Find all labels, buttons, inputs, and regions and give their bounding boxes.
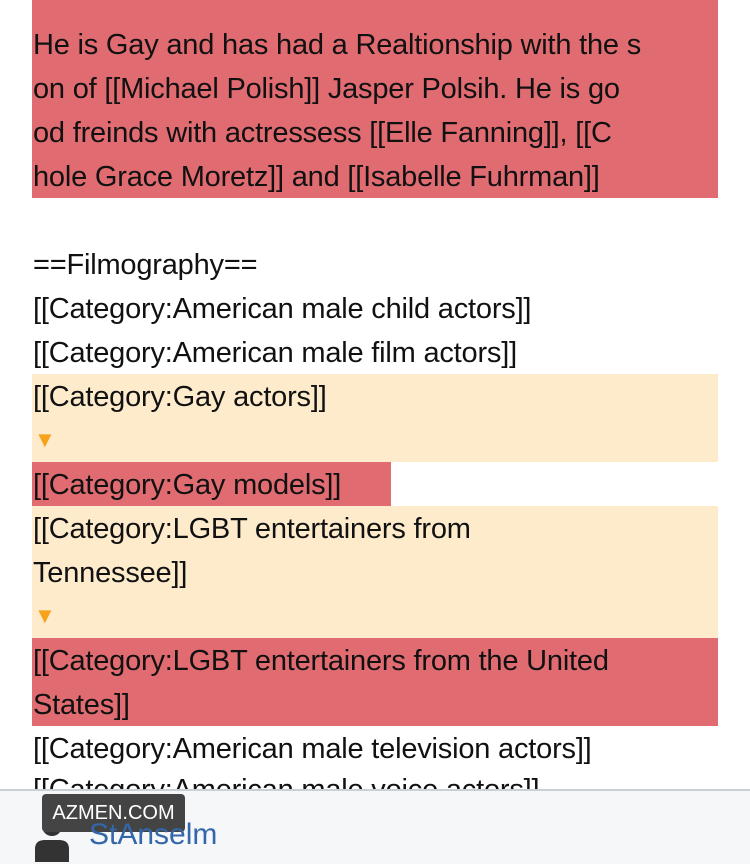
paragraph-line: hole Grace Moretz]] and [[Isabelle Fuhrm…: [33, 161, 600, 193]
category-line: Tennessee]]: [33, 557, 188, 589]
category-line: [[Category:American male film actors]]: [33, 337, 517, 369]
category-line: [[Category:American male television acto…: [33, 733, 592, 765]
filmography-heading: ==Filmography==: [33, 249, 258, 281]
paragraph-line: He is Gay and has had a Realtionship wit…: [33, 29, 642, 61]
category-line: [[Category:Gay actors]]: [33, 381, 327, 413]
removed-paragraph-block: [32, 0, 718, 198]
paragraph-line: on of [[Michael Polish]] Jasper Polsih. …: [33, 73, 620, 105]
category-line: [[Category:Gay models]]: [33, 469, 342, 501]
move-arrow-icon[interactable]: ▼: [34, 603, 56, 628]
removed-block-lgbt-us: [32, 638, 718, 726]
category-line: States]]: [33, 689, 130, 721]
category-line: [[Category:LGBT entertainers from: [33, 513, 471, 545]
category-line: [[Category:LGBT entertainers from the Un…: [33, 645, 609, 677]
changed-block-lgbt-tennessee: [32, 506, 718, 638]
removed-block-gay-models: [32, 462, 391, 506]
move-arrow-icon[interactable]: ▼: [34, 427, 56, 452]
category-line: [[Category:American male child actors]]: [33, 293, 532, 325]
changed-block-gay-actors: [32, 374, 718, 462]
username-link[interactable]: StAnselm: [89, 818, 218, 851]
paragraph-line: od freinds with actressess [[Elle Fannin…: [33, 117, 612, 149]
watermark: AZMEN.COM: [42, 794, 185, 832]
